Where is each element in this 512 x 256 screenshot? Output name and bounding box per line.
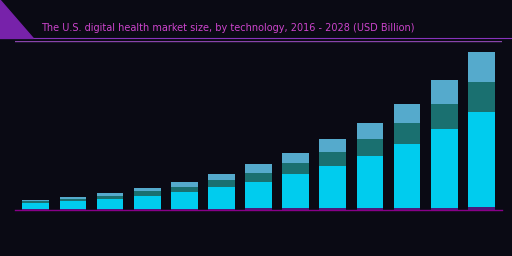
- Bar: [394, 208, 420, 210]
- Bar: [356, 156, 383, 208]
- Bar: [97, 196, 123, 199]
- Bar: [134, 191, 161, 196]
- Bar: [356, 139, 383, 156]
- Bar: [59, 209, 87, 210]
- Bar: [319, 152, 346, 166]
- Legend: Other, mHealth, Tele-health, EHR: Other, mHealth, Tele-health, EHR: [10, 254, 207, 256]
- Bar: [59, 199, 87, 201]
- Bar: [282, 174, 309, 208]
- Bar: [97, 199, 123, 209]
- Bar: [468, 52, 495, 82]
- Text: The U.S. digital health market size, by technology, 2016 - 2028 (USD Billion): The U.S. digital health market size, by …: [41, 23, 414, 33]
- Bar: [319, 208, 346, 210]
- Bar: [282, 153, 309, 163]
- Bar: [171, 209, 198, 210]
- Bar: [171, 192, 198, 209]
- Bar: [394, 123, 420, 144]
- Bar: [245, 173, 272, 182]
- Bar: [319, 166, 346, 208]
- Bar: [431, 208, 458, 210]
- Bar: [245, 208, 272, 210]
- Bar: [97, 209, 123, 210]
- Bar: [208, 180, 235, 187]
- Bar: [23, 203, 49, 209]
- Bar: [134, 196, 161, 209]
- Bar: [23, 209, 49, 210]
- Bar: [431, 80, 458, 104]
- Bar: [97, 193, 123, 196]
- Bar: [356, 123, 383, 139]
- Bar: [356, 208, 383, 210]
- Bar: [431, 104, 458, 129]
- Bar: [208, 187, 235, 209]
- Bar: [134, 188, 161, 191]
- Bar: [171, 187, 198, 192]
- Bar: [319, 139, 346, 152]
- Bar: [59, 197, 87, 199]
- Bar: [23, 200, 49, 201]
- Bar: [394, 144, 420, 208]
- Bar: [282, 163, 309, 174]
- Bar: [171, 182, 198, 187]
- Bar: [468, 82, 495, 112]
- Bar: [394, 104, 420, 123]
- Bar: [282, 208, 309, 210]
- Bar: [468, 112, 495, 207]
- Bar: [431, 129, 458, 208]
- Bar: [245, 164, 272, 173]
- Bar: [208, 174, 235, 180]
- Bar: [134, 209, 161, 210]
- Bar: [245, 182, 272, 208]
- Bar: [208, 209, 235, 210]
- Bar: [23, 201, 49, 203]
- Bar: [59, 201, 87, 209]
- Bar: [468, 207, 495, 210]
